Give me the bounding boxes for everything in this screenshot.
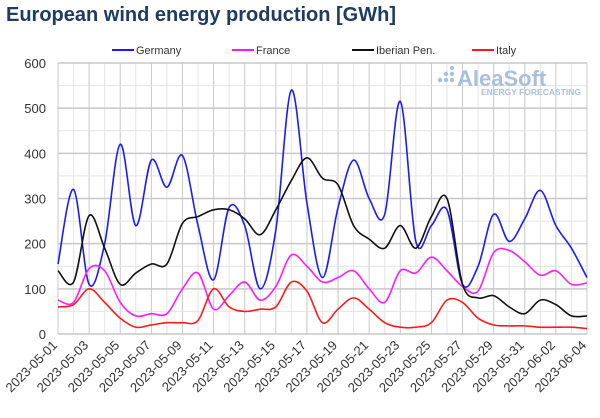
legend-label-france: France xyxy=(256,45,290,57)
series-line-france xyxy=(57,247,588,318)
series-line-germany xyxy=(57,89,588,290)
y-tick-label: 400 xyxy=(24,146,46,161)
watermark-dot xyxy=(437,77,443,83)
watermark-dot xyxy=(449,71,455,77)
legend-label-italy: Italy xyxy=(496,45,517,57)
legend-label-iberian-pen: Iberian Pen. xyxy=(376,45,435,57)
y-tick-label: 600 xyxy=(24,56,46,71)
watermark-dot xyxy=(443,77,449,83)
watermark-dot xyxy=(449,65,455,71)
chart-title: European wind energy production [GWh] xyxy=(6,4,396,26)
y-tick-label: 200 xyxy=(24,237,46,252)
series-line-iberian-pen xyxy=(57,157,588,318)
watermark-dot xyxy=(449,77,455,83)
y-tick-label: 100 xyxy=(24,282,46,297)
watermark-subtext: ENERGY FORECASTING xyxy=(481,87,581,97)
watermark-dot xyxy=(443,71,449,77)
y-tick-label: 0 xyxy=(39,327,46,342)
series-line-italy xyxy=(57,280,588,330)
watermark-text: AleaSoft xyxy=(457,66,547,91)
y-tick-label: 500 xyxy=(24,101,46,116)
y-tick-label: 300 xyxy=(24,192,46,207)
legend-label-germany: Germany xyxy=(136,45,182,57)
